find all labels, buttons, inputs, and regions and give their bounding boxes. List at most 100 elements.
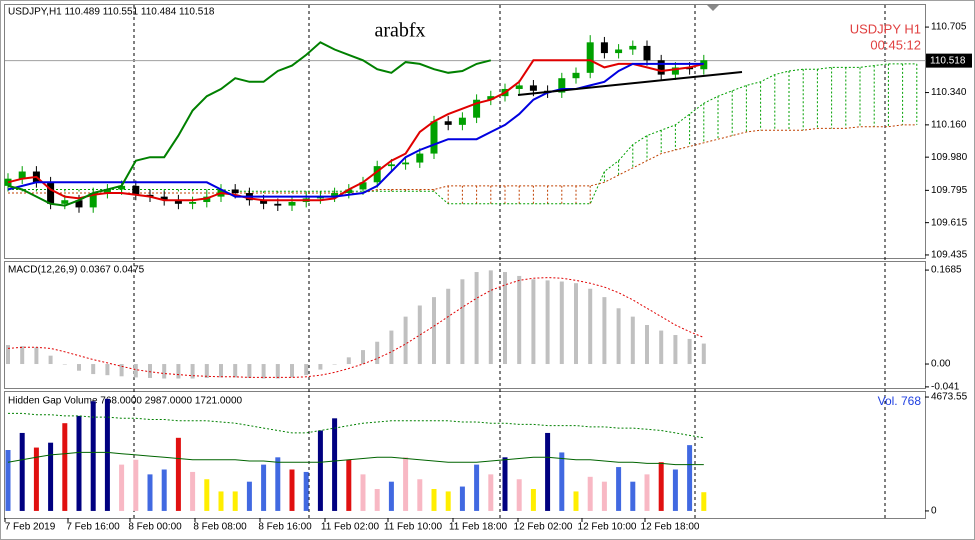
- y-tick-label: 109.435: [931, 250, 968, 261]
- volume-bar: [119, 464, 125, 511]
- macd-bar: [602, 297, 607, 365]
- macd-bar: [488, 270, 493, 365]
- volume-bar: [445, 491, 451, 511]
- volume-bar: [530, 488, 536, 511]
- macd-bar: [247, 364, 252, 378]
- macd-bar: [460, 279, 465, 365]
- macd-panel: [4, 261, 926, 389]
- volume-bar: [388, 481, 394, 511]
- candle-body: [515, 85, 523, 89]
- y-tick-label: 0.00: [931, 359, 951, 370]
- trend-line: [517, 71, 743, 96]
- macd-bar: [34, 347, 39, 365]
- candle-body: [373, 166, 381, 183]
- shift-marker: [707, 5, 719, 11]
- volume-bar: [346, 459, 352, 511]
- macd-bar: [176, 364, 181, 379]
- volume-bar: [573, 491, 579, 511]
- candle-body: [586, 42, 594, 73]
- chart-title: USDJPY,H1 110.489 110.551 110.484 110.51…: [8, 7, 215, 18]
- macd-bar: [574, 283, 578, 365]
- macd-bar: [346, 357, 351, 365]
- candle-body: [657, 60, 665, 75]
- volume-bar: [317, 430, 323, 511]
- ichimoku-line: [7, 41, 492, 207]
- macd-bar: [517, 275, 522, 365]
- candle-body: [671, 67, 679, 75]
- volume-panel: [4, 391, 926, 519]
- ichimoku-line: [7, 59, 705, 202]
- candle-body: [18, 171, 26, 179]
- candle-body: [89, 193, 97, 208]
- volume-bar: [545, 432, 551, 511]
- volume-bar: [133, 459, 139, 511]
- candle-body: [160, 196, 168, 201]
- x-tick-label: 12 Feb 02:00: [514, 522, 573, 533]
- macd-bar: [204, 364, 209, 378]
- volume-bar: [90, 401, 96, 511]
- macd-bar: [616, 308, 621, 365]
- y-tick-label: 109.980: [931, 152, 968, 163]
- volume-bar: [261, 464, 267, 511]
- volume-bar: [374, 488, 380, 511]
- candle-body: [600, 42, 608, 54]
- volume-bar: [76, 415, 82, 511]
- candle-body: [487, 96, 495, 100]
- volume-bar: [303, 471, 309, 511]
- volume-bar: [601, 481, 607, 511]
- macd-bar: [290, 364, 294, 378]
- volume-bar: [246, 481, 252, 511]
- x-tick-label: 7 Feb 16:00: [66, 522, 120, 533]
- volume-bar: [516, 479, 522, 511]
- volume-bar: [644, 474, 650, 511]
- macd-bar: [119, 364, 124, 377]
- candle-body: [643, 45, 651, 61]
- candle-body: [103, 189, 111, 194]
- macd-bar: [304, 364, 309, 376]
- macd-bar: [105, 364, 110, 376]
- candle-body: [473, 99, 481, 118]
- x-tick-label: 8 Feb 08:00: [193, 522, 247, 533]
- candle-body: [402, 162, 410, 165]
- macd-bar: [162, 364, 167, 379]
- macd-bar: [389, 330, 394, 365]
- macd-bar: [77, 364, 81, 371]
- candle-body: [629, 45, 637, 50]
- y-tick-label: 109.615: [931, 217, 968, 228]
- volume-bar: [332, 418, 338, 511]
- y-tick-label: 4673.55: [931, 392, 968, 403]
- candle-body: [387, 164, 395, 167]
- x-tick-label: 8 Feb 00:00: [128, 522, 182, 533]
- candle-body: [345, 189, 353, 194]
- candle-body: [458, 117, 466, 125]
- candle-body: [274, 203, 282, 206]
- x-tick-label: 11 Feb 10:00: [384, 522, 443, 533]
- macd-bar: [318, 364, 323, 370]
- macd-bar: [446, 288, 451, 365]
- watermark: arabfx: [374, 20, 425, 42]
- volume-bar: [190, 471, 196, 511]
- x-tick-label: 7 Feb 2019: [5, 522, 56, 533]
- candle-body: [558, 78, 566, 93]
- volume-bar: [672, 469, 678, 511]
- macd-bar: [403, 316, 408, 365]
- price-tag-label: 110.518: [930, 55, 966, 66]
- y-tick-label: 110.705: [931, 22, 967, 33]
- x-tick-label: 12 Feb 10:00: [578, 522, 637, 533]
- macd-bar: [233, 364, 238, 378]
- candle-body: [529, 85, 537, 91]
- volume-bar: [403, 457, 409, 511]
- macd-bar: [219, 364, 223, 378]
- macd-bar: [6, 345, 10, 365]
- volume-bar: [62, 423, 68, 511]
- volume-bar: [559, 452, 565, 511]
- volume-bar: [630, 481, 636, 511]
- macd-bar: [545, 280, 550, 365]
- macd-bar: [474, 272, 479, 365]
- volume-bar: [360, 474, 366, 511]
- macd-bar: [417, 305, 422, 365]
- macd-bar: [432, 297, 436, 365]
- period-separators: [133, 5, 886, 518]
- macd-bar: [91, 364, 96, 375]
